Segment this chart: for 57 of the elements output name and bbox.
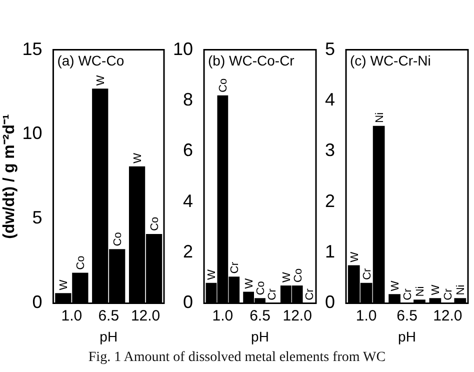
x-tick-label: 1.0 (61, 307, 82, 324)
y-tick-label: 5 (32, 208, 42, 228)
text: Cr (266, 288, 278, 300)
y-tick-label: 1 (324, 241, 336, 262)
text: W (430, 284, 442, 296)
x-tick-label: 12.0 (130, 307, 160, 324)
x-tick-label: 6.5 (250, 307, 270, 324)
text: W (348, 251, 361, 262)
y-tick-label: 2 (183, 241, 194, 262)
text: Ni (374, 112, 386, 123)
x-tick-label: 6.5 (396, 307, 418, 324)
text: Cr (229, 262, 242, 274)
y-tick-label: 4 (183, 190, 194, 211)
text: Co (292, 268, 304, 282)
y-axis-title: (dw/dt) / g m⁻²d⁻¹ (1, 114, 18, 239)
y-tick-label: 4 (324, 89, 336, 110)
text: Co (75, 256, 88, 270)
y-tick-label: 3 (324, 140, 336, 160)
y-tick-label: 0 (32, 292, 42, 312)
y-tick-label: 10 (22, 123, 42, 144)
x-axis-title: pH (398, 328, 416, 344)
text: Ni (414, 286, 426, 297)
y-tick-label: 0 (183, 292, 194, 312)
x-tick-label: 1.0 (356, 307, 377, 324)
text: Cr (304, 288, 316, 300)
text: Cr (402, 288, 414, 300)
text: Co (218, 78, 230, 92)
y-tick-label: 8 (183, 89, 194, 110)
text: W (390, 280, 402, 292)
text: Cr (361, 268, 374, 280)
text: W (244, 278, 256, 289)
x-tick-label: 6.5 (98, 307, 120, 324)
y-tick-label: 10 (172, 38, 194, 59)
text: Ni (455, 284, 468, 296)
text: W (132, 152, 144, 164)
text: Co (112, 232, 124, 246)
x-tick-label: 1.0 (212, 307, 234, 324)
caption: Fig. 1 Amount of dissolved metal elements from WC (87, 350, 387, 366)
x-axis-title: pH (251, 328, 269, 344)
y-tick-label: 2 (324, 190, 336, 211)
y-tick-label: 0 (324, 292, 336, 312)
chart-title: (b) WC-Co-Cr (208, 52, 295, 69)
text: Co (255, 281, 268, 296)
x-tick-label: 12.0 (433, 307, 462, 324)
text: W (280, 272, 293, 282)
y-tick-label: 15 (22, 38, 42, 59)
y-tick-label: 6 (183, 140, 194, 160)
text: Cr (442, 288, 455, 300)
text: Co (149, 216, 162, 231)
chart-title: (c) WC-Cr-Ni (350, 52, 431, 69)
text: W (58, 279, 70, 290)
text: W (95, 75, 108, 86)
x-axis-title: pH (100, 328, 118, 344)
chart-title: (a) WC-Co (57, 52, 124, 69)
y-tick-label: 5 (324, 38, 336, 59)
x-tick-label: 12.0 (282, 307, 312, 324)
text: W (206, 268, 218, 280)
